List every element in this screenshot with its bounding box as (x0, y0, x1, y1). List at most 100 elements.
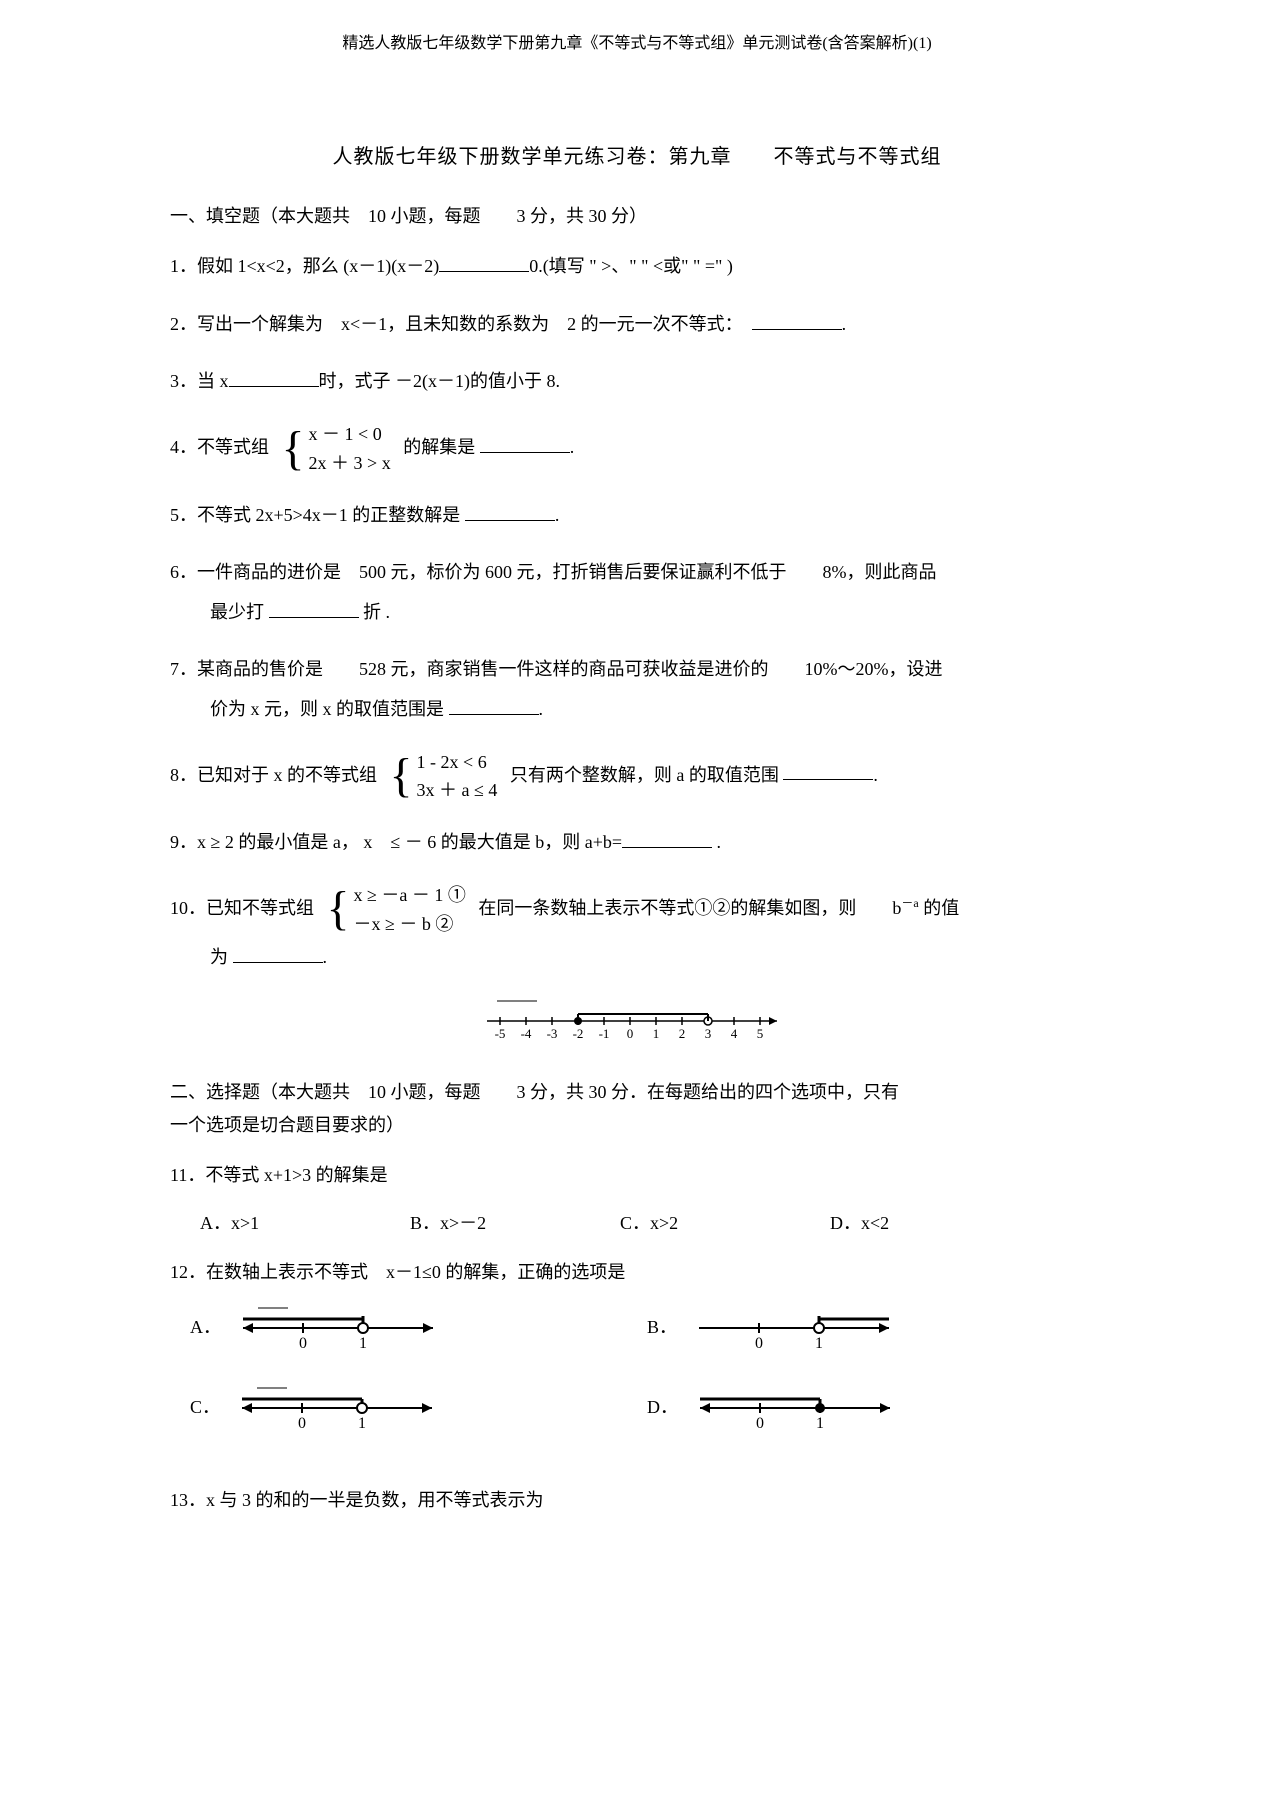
q12-option-a: A． 0 1 (190, 1303, 647, 1353)
q10-sup: －a (901, 896, 918, 910)
question-5: 5．不等式 2x+5>4x－1 的正整数解是 . (170, 496, 1104, 536)
q12-svg-a: 0 1 (233, 1303, 453, 1353)
q12-option-c: C． 0 1 (190, 1383, 647, 1433)
q8-text-a: 8．已知对于 x 的不等式组 (170, 764, 377, 784)
question-9: 9．x ≥ 2 的最小值是 a， x ≤ － 6 的最大值是 b，则 a+b= … (170, 823, 1104, 863)
section-2-a: 二、选择题（本大题共 10 小题，每题 3 分，共 30 分．在每题给出的四个选… (170, 1082, 899, 1102)
question-11: 11．不等式 x+1>3 的解集是 A．x>1 B．x>－2 C．x>2 D．x… (170, 1156, 1104, 1243)
q6-blank (269, 600, 359, 618)
q12-label-a: A． (190, 1308, 221, 1348)
question-7: 7．某商品的售价是 528 元，商家销售一件这样的商品可获收益是进价的 10%～… (170, 650, 1104, 729)
svg-text:1: 1 (359, 1335, 367, 1352)
svg-text:2: 2 (679, 1026, 686, 1041)
svg-text:1: 1 (358, 1415, 366, 1432)
q10-brace-group: { x ≥ －a － 1 ① －x ≥ － b ② (327, 881, 466, 939)
svg-text:0: 0 (298, 1415, 306, 1432)
svg-text:0: 0 (299, 1335, 307, 1352)
q10-line2: －x ≥ － b ② (354, 910, 466, 939)
q8-text-c: . (873, 764, 878, 784)
q8-line1: 1 - 2x < 6 (417, 748, 498, 777)
q12-label-c: C． (190, 1388, 220, 1428)
q8-brace-group: { 1 - 2x < 6 3x ＋ a ≤ 4 (390, 748, 498, 806)
q10-brace: { (327, 890, 350, 928)
question-3: 3．当 x 时，式子 －2(x－1)的值小于 8. (170, 362, 1104, 402)
question-8: 8．已知对于 x 的不等式组 { 1 - 2x < 6 3x ＋ a ≤ 4 只… (170, 748, 1104, 806)
q9-text-b: . (717, 832, 722, 852)
q8-brace: { (390, 757, 413, 795)
q12-label-d: D． (647, 1388, 678, 1428)
q10-text-d: 为 (210, 947, 228, 967)
question-1: 1．假如 1<x<2，那么 (x－1)(x－2) 0.(填写 " >、" " <或… (170, 247, 1104, 287)
q1-blank (439, 254, 529, 272)
q11-opt-c: C．x>2 (620, 1204, 800, 1244)
q10-text-c: 的值 (919, 898, 960, 918)
q1-text-b: 0.(填写 " >、" " <或" " =" ) (529, 256, 733, 276)
q7-text-c: . (539, 699, 544, 719)
section-1-heading: 一、填空题（本大题共 10 小题，每题 3 分，共 30 分） (170, 200, 1104, 232)
number-line-svg: -5-4-3-2-1012345 (477, 996, 797, 1046)
svg-text:1: 1 (815, 1335, 823, 1352)
q12-text: 12．在数轴上表示不等式 x－1≤0 的解集，正确的选项是 (170, 1253, 1104, 1293)
section-2-heading: 二、选择题（本大题共 10 小题，每题 3 分，共 30 分．在每题给出的四个选… (170, 1076, 1104, 1141)
q4-brace: { (282, 430, 305, 468)
page-header: 精选人教版七年级数学下册第九章《不等式与不等式组》单元测试卷(含答案解析)(1) (170, 30, 1104, 59)
section-2-b: 一个选项是切合题目要求的） (170, 1115, 404, 1135)
q2-text-b: . (842, 314, 847, 334)
q10-blank (233, 945, 323, 963)
q12-option-b: B． 0 1 (647, 1303, 1104, 1353)
q12-label-b: B． (647, 1308, 677, 1348)
svg-text:-3: -3 (547, 1026, 558, 1041)
q10-number-line: -5-4-3-2-1012345 (170, 996, 1104, 1056)
q5-text-b: . (555, 505, 560, 525)
q8-text-b: 只有两个整数解，则 a 的取值范围 (510, 764, 779, 784)
svg-text:-2: -2 (573, 1026, 584, 1041)
question-2: 2．写出一个解集为 x<－1，且未知数的系数为 2 的一元一次不等式： . (170, 305, 1104, 345)
svg-text:3: 3 (705, 1026, 712, 1041)
q7-text-a: 7．某商品的售价是 528 元，商家销售一件这样的商品可获收益是进价的 10%～… (170, 650, 1104, 690)
q9-blank (622, 830, 712, 848)
q4-blank (480, 435, 570, 453)
q3-blank (229, 369, 319, 387)
svg-text:0: 0 (627, 1026, 634, 1041)
q10-text-b: 在同一条数轴上表示不等式①②的解集如图，则 b (478, 898, 901, 918)
q11-opt-a: A．x>1 (200, 1204, 380, 1244)
q11-opt-d: D．x<2 (830, 1204, 1010, 1244)
q2-text-a: 2．写出一个解集为 x<－1，且未知数的系数为 2 的一元一次不等式： (170, 314, 734, 334)
question-13: 13．x 与 3 的和的一半是负数，用不等式表示为 (170, 1481, 1104, 1521)
q11-text: 11．不等式 x+1>3 的解集是 (170, 1156, 1104, 1196)
q2-blank (752, 312, 842, 330)
q6-text-b: 最少打 (210, 602, 264, 622)
q7-text-b: 价为 x 元，则 x 的取值范围是 (210, 699, 444, 719)
svg-text:-4: -4 (521, 1026, 532, 1041)
q1-text-a: 1．假如 1<x<2，那么 (x－1)(x－2) (170, 256, 439, 276)
q10-line1: x ≥ －a － 1 ① (354, 881, 466, 910)
q13-text: 13．x 与 3 的和的一半是负数，用不等式表示为 (170, 1490, 544, 1510)
q5-text-a: 5．不等式 2x+5>4x－1 的正整数解是 (170, 505, 460, 525)
q4-text-c: . (570, 437, 575, 457)
svg-text:4: 4 (731, 1026, 738, 1041)
q6-text-c: 折 . (363, 602, 390, 622)
q8-line2: 3x ＋ a ≤ 4 (417, 776, 498, 805)
q7-blank (449, 697, 539, 715)
q11-opt-b: B．x>－2 (410, 1204, 590, 1244)
q12-svg-d: 0 1 (690, 1383, 910, 1433)
q3-text-b: 时，式子 －2(x－1)的值小于 8. (319, 371, 561, 391)
q10-text-a: 10．已知不等式组 (170, 898, 314, 918)
q4-text-a: 4．不等式组 (170, 437, 269, 457)
q12-svg-c: 0 1 (232, 1383, 452, 1433)
q10-text-e: . (323, 947, 328, 967)
q3-text-a: 3．当 x (170, 371, 229, 391)
svg-text:5: 5 (757, 1026, 764, 1041)
q9-text-a: 9．x ≥ 2 的最小值是 a， x ≤ － 6 的最大值是 b，则 a+b= (170, 832, 622, 852)
svg-text:-5: -5 (495, 1026, 506, 1041)
q4-line2: 2x ＋ 3 > x (309, 449, 391, 478)
q4-text-b: 的解集是 (403, 437, 475, 457)
svg-text:-1: -1 (599, 1026, 610, 1041)
q4-line1: x － 1 < 0 (309, 420, 391, 449)
svg-text:1: 1 (816, 1415, 824, 1432)
question-4: 4．不等式组 { x － 1 < 0 2x ＋ 3 > x 的解集是 . (170, 420, 1104, 478)
q12-svg-b: 0 1 (689, 1303, 909, 1353)
q5-blank (465, 503, 555, 521)
question-12: 12．在数轴上表示不等式 x－1≤0 的解集，正确的选项是 A． 0 1 B． (170, 1253, 1104, 1463)
svg-text:0: 0 (755, 1335, 763, 1352)
